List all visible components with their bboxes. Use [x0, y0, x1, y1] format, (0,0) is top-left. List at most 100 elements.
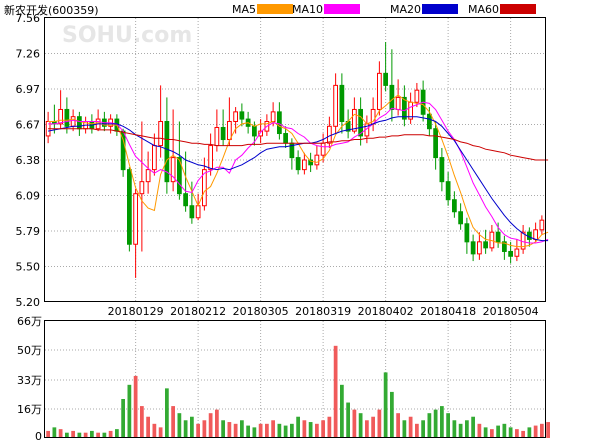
date-axis: 20180129 20180212 20180305 20180319 20180402… — [108, 305, 539, 318]
candle-body — [252, 125, 257, 137]
date-tick-label: 20180212 — [170, 305, 226, 318]
volume-bar — [171, 406, 175, 438]
candle-body — [152, 145, 157, 171]
volume-bar — [71, 430, 75, 438]
volume-bar — [421, 420, 425, 438]
candle-body — [439, 157, 445, 183]
candle-body — [239, 111, 245, 120]
candle-body — [464, 223, 470, 243]
price-tick-label: 6.38 — [16, 154, 41, 167]
candle-body — [227, 120, 232, 141]
volume-bar — [108, 430, 113, 438]
candle-body — [395, 96, 401, 110]
candle-body — [133, 193, 138, 245]
volume-bars — [46, 345, 550, 438]
volume-bar — [315, 423, 319, 438]
date-tick-label: 20180129 — [108, 305, 164, 318]
volume-bar — [240, 420, 244, 438]
volume-tick-label: 50万 — [17, 344, 42, 357]
candle-body — [170, 157, 176, 183]
volume-bar — [177, 413, 182, 438]
candle-body — [58, 108, 63, 125]
date-tick-label: 20180418 — [420, 305, 476, 318]
volume-bar — [283, 425, 288, 438]
volume-bar — [352, 409, 357, 438]
volume-bar — [458, 423, 463, 438]
volume-bar — [190, 416, 194, 438]
volume-tick-label: 66万 — [17, 315, 42, 328]
volume-bar — [46, 430, 50, 438]
volume-grid — [45, 349, 545, 410]
volume-bar — [77, 432, 82, 438]
volume-bar — [390, 391, 394, 438]
price-tick-label: 7.26 — [16, 48, 41, 61]
volume-bar — [165, 388, 169, 438]
volume-bar — [515, 429, 519, 438]
volume-bar — [471, 416, 475, 438]
candle-body — [514, 248, 520, 257]
price-tick-label: 5.79 — [16, 225, 41, 238]
candle-body — [145, 169, 151, 183]
candle-body — [70, 116, 76, 127]
volume-bar — [246, 425, 250, 438]
volume-bar — [140, 406, 144, 438]
price-panel-border — [44, 17, 546, 302]
candle-body — [333, 84, 338, 127]
volume-bar — [502, 423, 507, 438]
volume-bar — [377, 409, 382, 438]
candle-body — [283, 133, 288, 144]
candle-body — [308, 159, 313, 166]
volume-bar — [371, 416, 375, 438]
candle-body — [377, 72, 382, 110]
volume-bar — [358, 413, 363, 438]
moving-averages — [48, 94, 549, 248]
volume-bar — [183, 420, 188, 438]
volume-axis: 66万 50万 33万 16万 0 — [17, 315, 42, 440]
candle-body — [339, 84, 345, 122]
legend-label-ma20: MA20 — [390, 3, 421, 16]
price-tick-label: 5.20 — [16, 296, 41, 309]
volume-bar — [208, 413, 213, 438]
volume-bar — [346, 402, 350, 438]
candle-body — [414, 89, 420, 103]
volume-bar — [65, 432, 69, 438]
volume-tick-label: 0 — [35, 430, 42, 440]
candle-body — [533, 229, 538, 240]
volume-bar — [327, 416, 332, 438]
candle-body — [214, 127, 220, 147]
volume-bar — [196, 423, 200, 438]
candle-body — [458, 211, 463, 225]
volume-bar — [96, 432, 100, 438]
volume-bar — [52, 427, 57, 438]
volume-bar — [483, 427, 488, 438]
ma-line-ma20 — [48, 116, 549, 242]
legend-swatch-ma60 — [500, 4, 536, 14]
volume-tick-label: 33万 — [17, 374, 42, 387]
volume-bar — [271, 420, 275, 438]
volume-bar — [90, 430, 94, 438]
date-tick-label: 20180319 — [295, 305, 351, 318]
volume-bar — [290, 423, 294, 438]
volume-bar — [296, 416, 300, 438]
volume-bar — [258, 423, 263, 438]
volume-bar — [527, 427, 532, 438]
candle-body — [139, 181, 145, 195]
volume-bar — [427, 413, 432, 438]
volume-bar — [521, 430, 525, 438]
candle-body — [195, 205, 201, 219]
volume-bar — [415, 423, 419, 438]
candle-body — [402, 96, 407, 120]
volume-bar — [133, 375, 138, 438]
legend-swatch-ma20 — [422, 4, 458, 14]
legend: MA5 MA10 MA20 MA60 — [232, 3, 536, 16]
candle-body — [327, 125, 332, 144]
volume-bar — [383, 372, 388, 438]
candle-body — [220, 127, 226, 141]
volume-bar — [402, 420, 407, 438]
candle-body — [164, 120, 170, 183]
date-tick-label: 20180504 — [483, 305, 539, 318]
volume-bar — [540, 423, 544, 438]
volume-bar — [58, 429, 63, 438]
volume-bar — [146, 416, 150, 438]
volume-bar — [158, 427, 163, 438]
